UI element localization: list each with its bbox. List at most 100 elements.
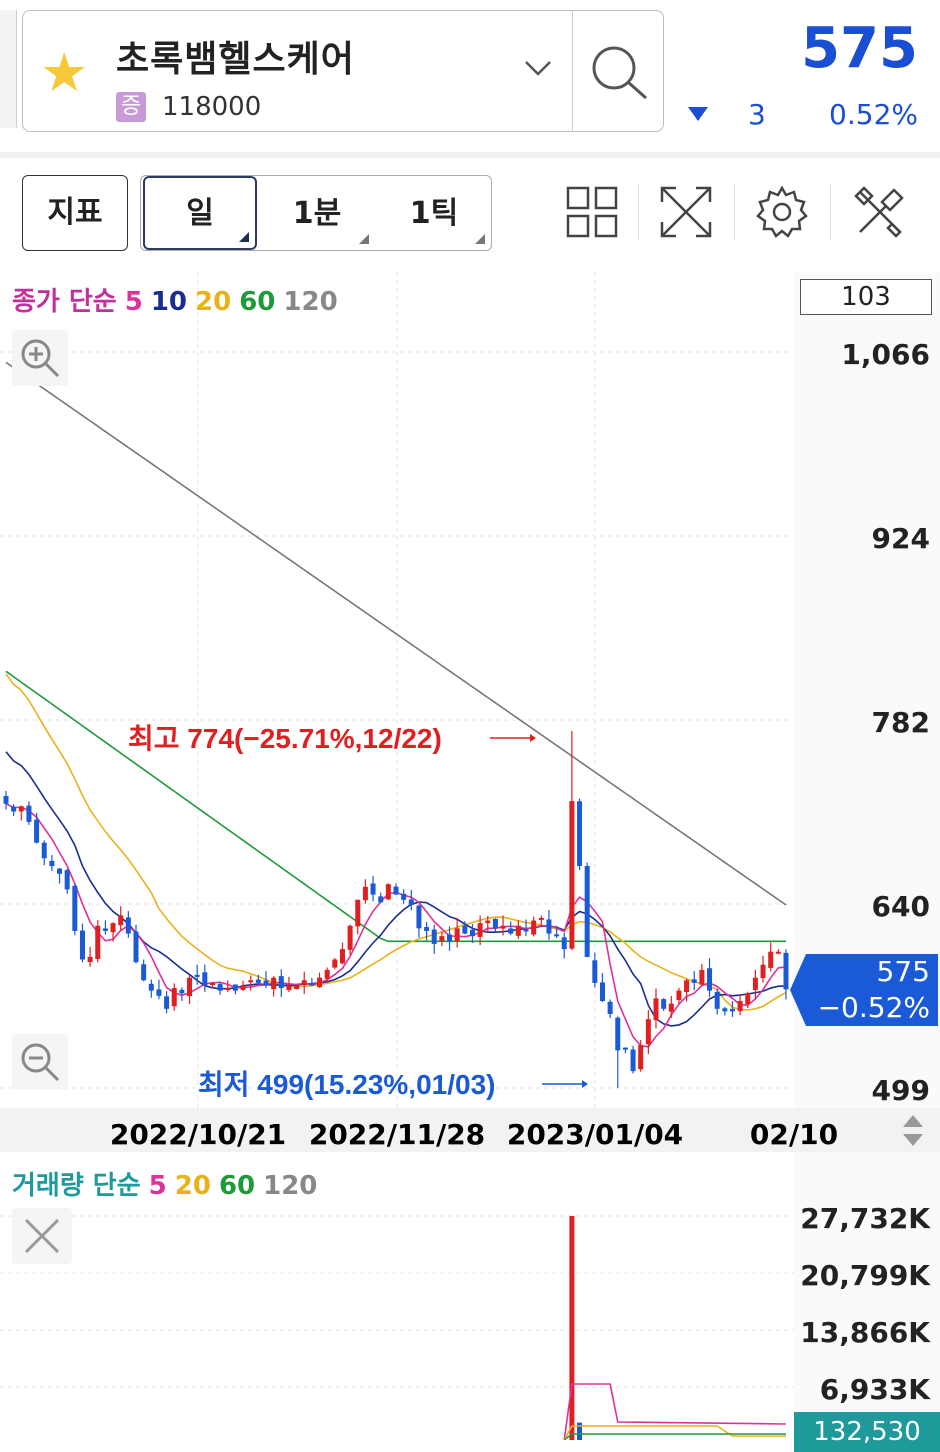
candle-body [768, 951, 774, 968]
zoom-in-icon[interactable] [12, 330, 68, 386]
candle-body [179, 989, 185, 994]
candle-body [286, 985, 292, 991]
ma120-line [5, 361, 787, 906]
vol-ma20-line [563, 1425, 786, 1440]
x-tick: 02/10 [750, 1118, 838, 1151]
candle-body [424, 927, 430, 931]
ma60-line [5, 670, 786, 943]
period-minute-button[interactable]: 1분 [259, 176, 375, 250]
candle-body [684, 980, 690, 993]
period-day-button[interactable]: 일 [143, 176, 257, 250]
candle-body [347, 925, 353, 950]
candle-body [699, 969, 705, 985]
volume-bars [563, 1216, 787, 1440]
x-axis-band [0, 1108, 940, 1152]
volume-bar [569, 1216, 575, 1440]
visible-count-box[interactable]: 103 [800, 279, 932, 315]
candle-body [676, 990, 682, 1001]
layout-grid-icon[interactable] [562, 182, 622, 242]
candle-body [225, 988, 231, 991]
candle-body [34, 819, 40, 843]
chevron-down-icon[interactable] [522, 52, 554, 84]
candle-body [248, 980, 254, 983]
candle-body [355, 899, 361, 927]
price-tick: 782 [872, 706, 930, 739]
current-price-tag: 575 −0.52% [806, 954, 938, 1026]
price-tick: 1,066 [841, 338, 930, 371]
candle-body [607, 1001, 613, 1015]
candle-body [408, 899, 414, 905]
annotations [490, 734, 588, 1088]
candle-body [26, 805, 32, 822]
candle-body [492, 918, 498, 929]
candle-body [561, 937, 567, 950]
candle-body [362, 886, 368, 901]
candle-body [194, 974, 200, 977]
volume-bar [577, 1422, 583, 1440]
price-chart[interactable]: 최고 774(−25.71%,12/22) 최저 499(15.23%,01/0… [0, 272, 940, 1440]
candle-body [653, 998, 659, 1021]
candle-body [232, 984, 238, 991]
indicator-button[interactable]: 지표 [22, 175, 128, 251]
period-minute-label: 1분 [292, 196, 342, 231]
candle-body [72, 885, 78, 931]
volume-tick: 27,732K [800, 1202, 931, 1235]
search-icon[interactable] [584, 38, 654, 108]
candle-body [385, 884, 391, 900]
candle-body [148, 983, 154, 991]
tools-icon[interactable] [850, 182, 910, 242]
candle-body [431, 929, 437, 944]
candle-body [125, 917, 131, 934]
candle-body [584, 865, 590, 957]
candle-body [202, 972, 208, 986]
volume-legend[interactable]: 거래량 단순 5 20 60 120 [12, 1171, 317, 1201]
price-tick: 499 [872, 1074, 930, 1107]
fullscreen-icon[interactable] [656, 182, 716, 242]
candle-body [317, 977, 323, 988]
candle-body [554, 934, 560, 937]
candle-body [133, 931, 139, 963]
x-tick: 2022/10/21 [110, 1118, 286, 1151]
candle-body [569, 801, 575, 949]
x-tick: 2022/11/28 [309, 1118, 485, 1151]
price-change: 3 [748, 98, 766, 131]
period-selector: 일 1분 1틱 [140, 175, 492, 251]
volume-tick: 20,799K [800, 1259, 931, 1292]
candle-body [57, 868, 63, 874]
down-triangle-icon [688, 107, 708, 121]
candle-body [668, 1003, 674, 1012]
candle-body [661, 999, 667, 1009]
candle-body [156, 989, 162, 996]
settings-gear-icon[interactable] [752, 182, 812, 242]
volume-tick: 6,933K [820, 1373, 932, 1406]
ma20-line [5, 673, 787, 1011]
candle-body [240, 985, 246, 990]
candle-body [95, 925, 101, 959]
toolbar-divider [830, 184, 831, 240]
candle-body [378, 896, 384, 903]
candle-body [638, 1045, 644, 1070]
candle-body [141, 964, 147, 981]
close-icon[interactable] [12, 1208, 72, 1264]
candle-body [775, 951, 781, 954]
candle-body [447, 934, 453, 942]
zoom-out-icon[interactable] [12, 1034, 68, 1090]
candle-body [500, 925, 506, 929]
candle-body [645, 1019, 651, 1045]
candle-body [263, 980, 269, 986]
candle-body [332, 959, 338, 968]
price-legend[interactable]: 종가 단순 5 10 20 60 120 [12, 287, 338, 317]
candle-body [309, 983, 315, 986]
header-separator [0, 152, 940, 158]
candle-body [393, 886, 399, 895]
candle-body [615, 1017, 621, 1051]
scroll-updown-icon[interactable] [903, 1115, 923, 1146]
candle-body [622, 1047, 628, 1050]
current-volume-tag: 132,530 [794, 1412, 940, 1452]
candle-body [49, 860, 55, 867]
favorite-star-icon[interactable]: ★ [40, 41, 89, 104]
candle-body [745, 993, 751, 1005]
period-tick-button[interactable]: 1틱 [377, 176, 491, 250]
candle-body [691, 979, 697, 983]
side-drawer-handle[interactable] [0, 10, 17, 128]
